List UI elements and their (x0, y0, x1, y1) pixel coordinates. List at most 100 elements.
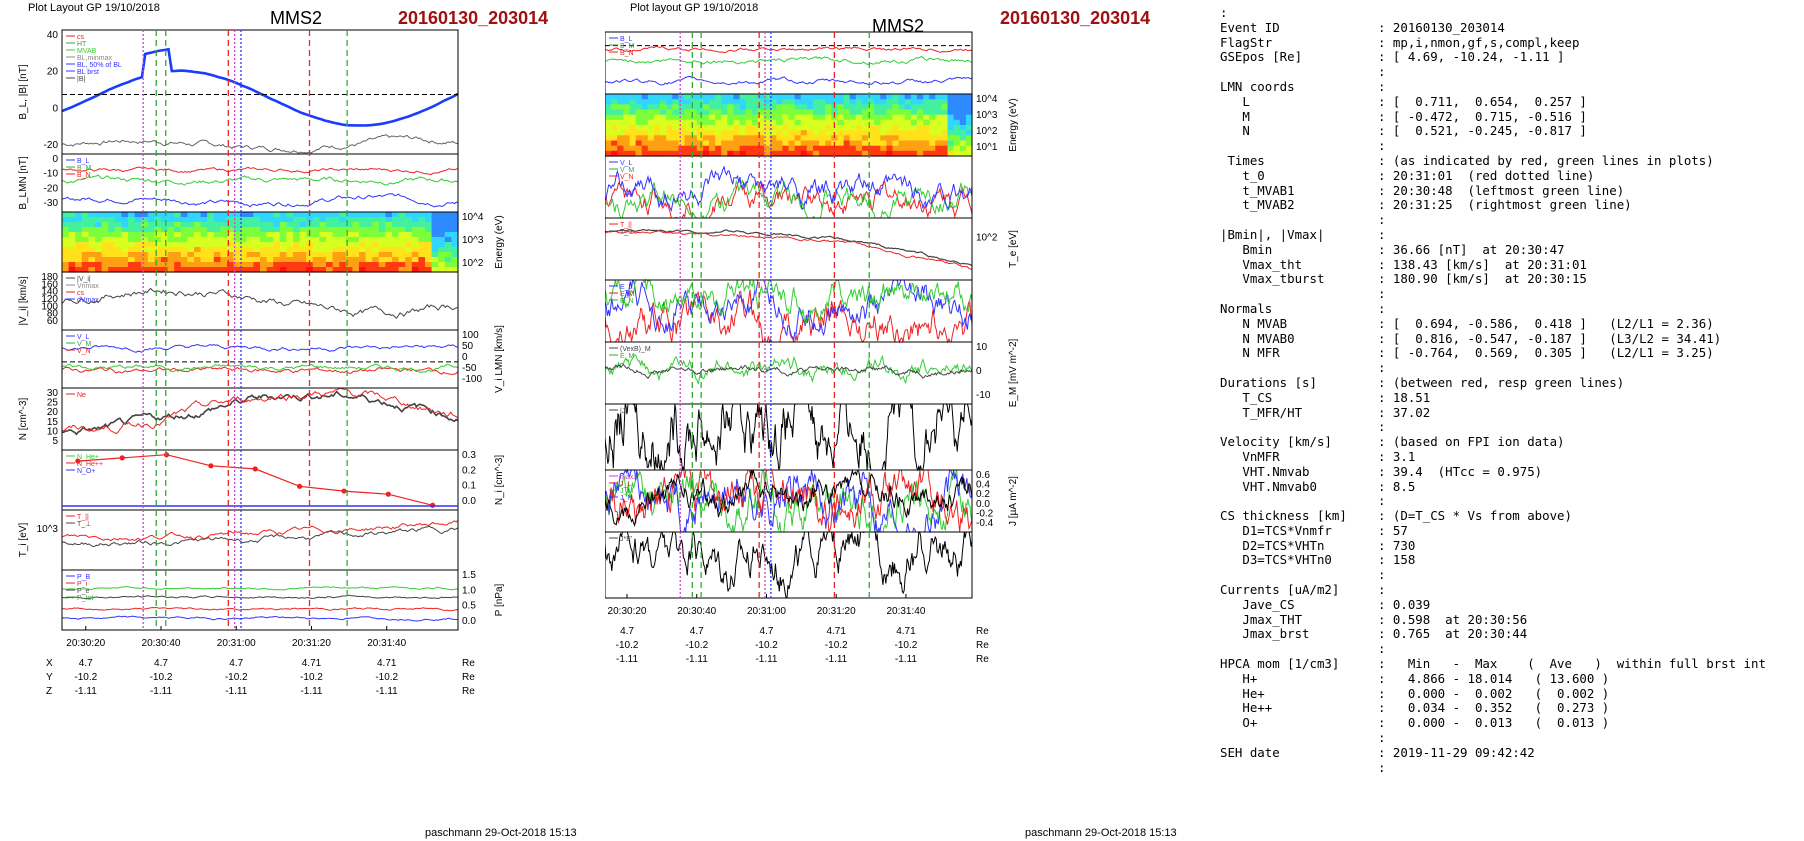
spectrogram-cell (782, 94, 790, 100)
spectrogram-cell (788, 150, 796, 157)
spectrogram-cell (898, 150, 906, 157)
spectrogram-cell (227, 232, 235, 238)
spectrogram-cell (837, 114, 845, 121)
spectrogram-cell (892, 150, 900, 157)
spectrogram-cell (266, 212, 274, 218)
spectrogram-cell (326, 257, 334, 263)
spectrogram-cell (715, 125, 722, 131)
spectrogram-cell (653, 150, 661, 157)
spectrogram-cell (733, 119, 741, 126)
spectrogram-cell (141, 262, 149, 268)
tick-label: 0.0 (976, 499, 990, 510)
spectrogram-cell (641, 140, 649, 147)
spectrogram-cell (444, 247, 452, 253)
legend-label: P_tot (77, 595, 93, 602)
spectrogram-cell (666, 140, 673, 147)
spectrogram-cell (715, 114, 722, 121)
spectrogram-cell (666, 130, 673, 136)
legend-label: J_N (620, 495, 632, 502)
spectrogram-cell (690, 94, 698, 100)
spectrogram-cell (916, 150, 924, 157)
ephem-value: 4.71 (826, 626, 846, 637)
spectrogram-cell (240, 262, 248, 268)
spectrogram-cell (227, 262, 235, 268)
spectrogram-cell (672, 104, 679, 111)
spectrogram-cell (916, 125, 924, 131)
tick-label: -10 (976, 390, 991, 401)
info-line: : (1220, 730, 1766, 746)
spectrogram-cell (88, 212, 96, 218)
info-value: : [ 0.816, -0.547, -0.187 ] (L3/L2 = 34.… (1378, 330, 1722, 346)
spectrogram-cell (418, 232, 426, 238)
spectrogram-cell (121, 217, 129, 223)
info-value: : (1378, 226, 1386, 242)
spectrogram-cell (134, 217, 142, 223)
spectrogram-cell (849, 135, 857, 142)
spectrogram-cell (332, 247, 340, 253)
spectrogram-cell (611, 104, 618, 111)
info-value: : 37.02 (1378, 404, 1431, 420)
spectrogram-cell (425, 217, 433, 223)
spectrogram-cell (332, 217, 340, 223)
spectrogram-cell (702, 99, 710, 105)
spectrogram-cell (378, 227, 386, 233)
series-line (61, 193, 458, 208)
spectrogram-cell (653, 125, 661, 131)
spectrogram-cell (794, 140, 802, 147)
spectrogram-cell (886, 145, 894, 152)
spectrogram-cell (451, 252, 459, 258)
spectrogram-cell (904, 135, 912, 142)
spectrogram-cell (672, 99, 679, 105)
spectrogram-cell (910, 130, 918, 136)
spectrogram-cell (398, 217, 406, 223)
spectrogram-cell (770, 140, 777, 147)
spectrogram-cell (653, 145, 661, 152)
spectrogram-cell (794, 125, 802, 131)
spectrogram-cell (709, 119, 716, 126)
spectrogram-cell (813, 104, 820, 111)
spectrogram-cell (161, 212, 169, 218)
spectrogram-cell (279, 247, 287, 253)
spectrogram-cell (819, 119, 826, 126)
spectrogram-cell (727, 130, 734, 136)
spectrogram-cell (953, 150, 961, 157)
spectrogram-cell (849, 104, 857, 111)
spectrogram-cell (751, 94, 759, 100)
spectrogram-cell (806, 104, 814, 111)
spectrogram-cell (935, 114, 942, 121)
spectrogram-cell (709, 130, 716, 136)
spectrogram-cell (800, 104, 808, 111)
spectrogram-cell (904, 119, 912, 126)
spectrogram-cell (653, 135, 661, 142)
spectrogram-cell (923, 114, 930, 121)
spectrogram-cell (114, 247, 122, 253)
series-line (605, 289, 973, 344)
spectrogram-cell (611, 109, 618, 116)
spectrogram-cell (227, 242, 235, 248)
spectrogram-cell (227, 217, 235, 223)
spectrogram-cell (702, 94, 710, 100)
info-value: : (1378, 212, 1386, 228)
spectrogram-cell (365, 232, 373, 238)
spectrogram-cell (843, 135, 851, 142)
spectrogram-cell (359, 212, 367, 218)
spectrogram-cell (965, 150, 973, 157)
spectrogram-cell (898, 94, 906, 100)
series-line (605, 278, 973, 324)
spectrogram-cell (200, 247, 208, 253)
spectrogram-cell (312, 217, 320, 223)
spectrogram-cell (788, 140, 796, 147)
spectrogram-cell (365, 237, 373, 243)
spectrogram-cell (886, 119, 894, 126)
spectrogram-cell (916, 109, 924, 116)
spectrogram-cell (929, 150, 936, 157)
spectrogram-cell (385, 232, 393, 238)
spectrogram-cell (154, 267, 162, 273)
spectrogram-cell (220, 232, 228, 238)
ephem-value: -10.2 (685, 640, 708, 651)
info-line: O+: 0.000 - 0.013 ( 0.013 ) (1220, 715, 1766, 731)
ephem-unit: Re (462, 672, 475, 683)
spectrogram-cell (935, 104, 942, 111)
spectrogram-cell (167, 217, 175, 223)
spectrogram-cell (293, 252, 301, 258)
